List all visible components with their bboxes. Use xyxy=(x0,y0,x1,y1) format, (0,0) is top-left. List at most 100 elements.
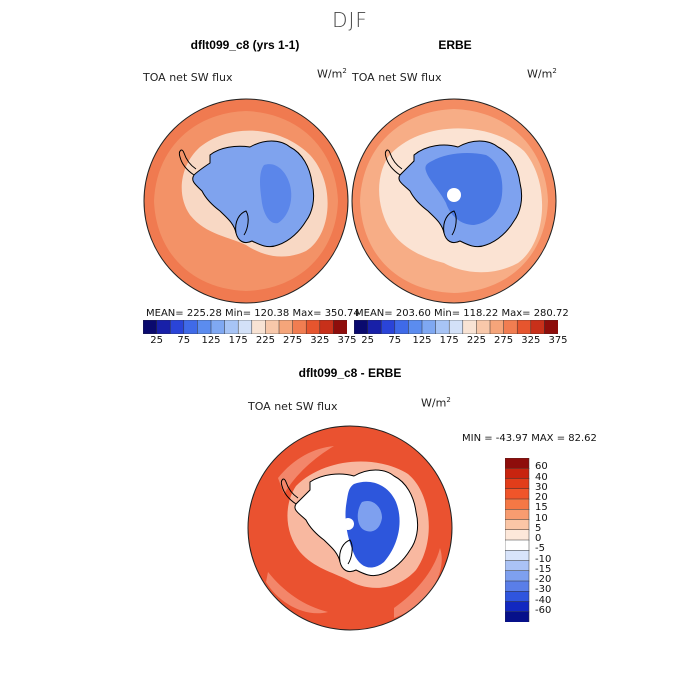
panel-a-title: dflt099_c8 (yrs 1-1) xyxy=(190,38,300,52)
panel-a-colorbar-cell xyxy=(197,320,212,334)
panel-a-colorbar-cell xyxy=(183,320,199,334)
panel-a-colorbar-tick: 275 xyxy=(283,335,303,346)
panel-b-map xyxy=(351,98,557,304)
panel-b-peninsula xyxy=(385,149,403,176)
panel-b-colorbar-tick: 75 xyxy=(388,335,402,346)
panel-a-east-plateau xyxy=(260,164,292,224)
diff-peninsula xyxy=(281,478,299,505)
panel-b-colorbar-cell xyxy=(421,320,437,334)
diff-colorbar-cell xyxy=(505,519,530,531)
panel-a-colorbar-cell xyxy=(278,320,294,334)
diff-colorbar-cell xyxy=(505,529,530,541)
panel-b-colorbar-tick: 25 xyxy=(361,335,374,346)
panel-b-map-border xyxy=(351,98,557,304)
panel-b-colorbar-tick: 225 xyxy=(466,335,486,346)
diff-colorbar-cell xyxy=(505,601,530,613)
diff-midlat-band xyxy=(266,446,442,618)
panel-b-colorbar-tick: 175 xyxy=(439,335,459,346)
panel-b-title: ERBE xyxy=(438,38,472,52)
diff-polar-hole xyxy=(342,518,354,530)
panel-b-colorbar-cell xyxy=(516,320,532,334)
panel-b-colorbar-cell xyxy=(544,320,558,334)
diff-colorbar-cell xyxy=(505,478,530,490)
diff-map-border xyxy=(247,425,453,631)
diff-colorbar-tick: -30 xyxy=(535,584,552,596)
panel-a-colorbar-cell xyxy=(292,320,307,334)
diff-colorbar-labels: 60 40 30 20 15 10 5 0 -5 -10 -15 -20 -30 -40 -60 xyxy=(535,458,575,622)
panel-a-colorbar-cell xyxy=(251,320,267,334)
diff-colorbar-cell xyxy=(505,580,530,592)
panel-b-colorbar-cell xyxy=(503,320,518,334)
panel-a-colorbar-cell xyxy=(156,320,171,334)
panel-a-ross-notch xyxy=(235,210,249,236)
panel-a-colorbar-cell xyxy=(237,320,253,334)
panel-b-variable-label: TOA net SW flux xyxy=(352,71,442,84)
diff-ross-notch xyxy=(339,539,353,565)
diff-colorbar-tick: -5 xyxy=(535,543,545,555)
diff-colorbar-cell xyxy=(505,539,530,551)
panel-a-units: W/m2 xyxy=(317,67,347,81)
panel-a-colorbar-tick: 375 xyxy=(337,335,357,346)
panel-b-colorbar-cell xyxy=(462,320,478,334)
diff-title: dflt099_c8 - ERBE xyxy=(298,366,402,380)
diff-colorbar-tick: -20 xyxy=(535,574,552,585)
panel-a-colorbar-tick: 225 xyxy=(255,335,275,346)
diff-colorbar-tick: -40 xyxy=(535,594,552,606)
diff-colorbar-tick: 10 xyxy=(535,512,548,524)
diff-colorbar-cell xyxy=(505,570,530,582)
panel-a-colorbar-cell xyxy=(224,320,239,334)
panel-b-colorbar-tick: 125 xyxy=(412,335,432,346)
panel-a-colorbar-cell xyxy=(169,320,185,334)
panel-b-colorbar-cell xyxy=(354,320,369,334)
panel-a-colorbar-cell xyxy=(333,320,347,334)
diff-colorbar-tick: 0 xyxy=(535,533,542,544)
panel-a-colorbar-cell xyxy=(210,320,226,334)
diff-colorbar-cell xyxy=(505,458,530,469)
diff-colorbar-cell xyxy=(505,550,530,562)
panel-a-colorbar-cell xyxy=(265,320,280,334)
diff-min-max: MIN = -43.97 MAX = 82.62 xyxy=(462,433,597,444)
panel-a-antarctica xyxy=(192,140,315,248)
panel-a-colorbar xyxy=(143,320,347,334)
panel-b-colorbar-cell xyxy=(408,320,423,334)
figure-title: DJF xyxy=(332,8,368,32)
panel-a-colorbar-tick: 75 xyxy=(177,335,191,346)
panel-b-ross-notch xyxy=(443,210,457,236)
panel-b-units: W/m2 xyxy=(527,67,557,81)
diff-colorbar-tick: 30 xyxy=(535,481,548,493)
diff-colorbar-cell xyxy=(505,468,530,480)
panel-a-colorbar-tick: 175 xyxy=(228,335,248,346)
panel-b-colorbar-cell xyxy=(530,320,546,334)
panel-a-map-border xyxy=(143,98,349,304)
diff-colorbar-cell xyxy=(505,560,530,572)
panel-a-colorbar-tick: 125 xyxy=(201,335,221,346)
panel-b-plateau xyxy=(425,153,503,225)
panel-a-colorbar-cell xyxy=(319,320,335,334)
diff-negative-lobe xyxy=(357,500,382,532)
panel-a-colorbar-tick: 325 xyxy=(310,335,330,346)
panel-b-colorbar-cell xyxy=(448,320,464,334)
diff-colorbar-cell xyxy=(505,509,530,521)
diff-colorbar-tick: 60 xyxy=(535,461,548,473)
panel-b-colorbar-cell xyxy=(489,320,505,334)
diff-colorbar xyxy=(505,458,530,622)
diff-colorbar-tick: -10 xyxy=(535,553,552,565)
panel-a-variable-label: TOA net SW flux xyxy=(143,71,233,84)
diff-colorbar-tick: 40 xyxy=(535,471,548,483)
panel-b-colorbar-cell xyxy=(380,320,396,334)
panel-b-colorbar-cell xyxy=(476,320,491,334)
diff-colorbar-tick: -60 xyxy=(535,604,552,616)
panel-b-colorbar-cell xyxy=(435,320,450,334)
diff-colorbar-cell xyxy=(505,488,530,500)
panel-b-stats: MEAN= 203.60 Min= 118.22 Max= 280.72 xyxy=(355,308,569,319)
diff-colorbar-tick: -15 xyxy=(535,563,552,575)
panel-b-colorbar xyxy=(354,320,558,334)
diff-colorbar-cell xyxy=(505,611,530,622)
diff-colorbar-cell xyxy=(505,498,530,510)
diff-colorbar-tick: 15 xyxy=(535,502,548,514)
panel-b-polar-hole xyxy=(447,188,461,202)
panel-a-map xyxy=(143,98,349,304)
diff-colorbar-tick: 5 xyxy=(535,522,542,534)
diff-colorbar-tick: 20 xyxy=(535,492,548,503)
panel-b-colorbar-tick: 325 xyxy=(521,335,541,346)
